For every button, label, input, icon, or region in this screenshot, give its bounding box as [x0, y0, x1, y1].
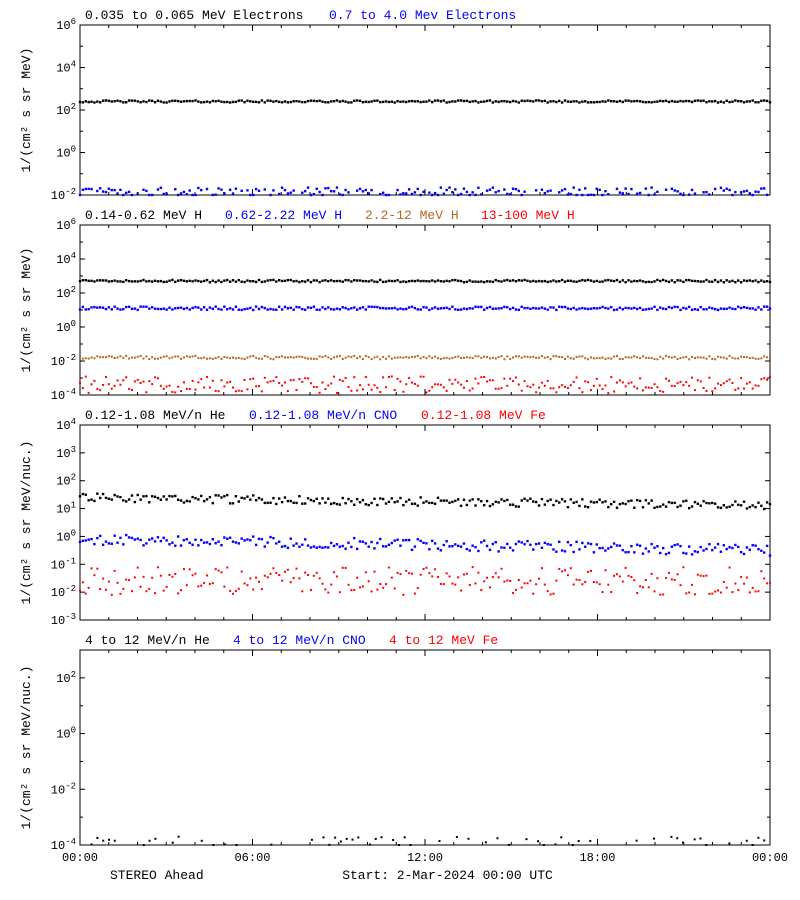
legend-label: 0.035 to 0.065 MeV Electrons	[85, 8, 303, 23]
svg-text:104: 104	[56, 417, 76, 433]
x-tick-label: 00:00	[62, 851, 98, 865]
legend-label: 0.7 to 4.0 Mev Electrons	[329, 8, 516, 23]
x-tick-label: 12:00	[407, 851, 443, 865]
panel-frame	[80, 425, 770, 620]
panel-ions-high: 10-410-210010200:0006:0012:0018:0000:001…	[19, 633, 788, 865]
svg-text:10-1: 10-1	[51, 556, 76, 572]
series-electrons-low	[79, 99, 771, 103]
svg-text:10-2: 10-2	[51, 584, 76, 600]
x-tick-label: 18:00	[579, 851, 615, 865]
svg-text:10-3: 10-3	[51, 612, 76, 628]
legend-label: 0.12-1.08 MeV/n CNO	[249, 408, 397, 423]
legend-label: 4 to 12 MeV/n CNO	[233, 633, 366, 648]
svg-text:101: 101	[56, 501, 76, 517]
x-tick-label: 00:00	[752, 851, 788, 865]
svg-text:100: 100	[56, 528, 76, 544]
legend-label: 2.2-12 MeV H	[365, 208, 459, 223]
series-h-062-222	[79, 305, 771, 311]
svg-text:102: 102	[56, 670, 76, 686]
figure-stage: 10-2 100 102 104 106 1/(cm² s sr MeV) 0.035 to…	[0, 0, 800, 900]
svg-text:104: 104	[56, 60, 76, 76]
svg-text:102: 102	[56, 473, 76, 489]
legend-label: 13-100 MeV H	[481, 208, 575, 223]
svg-text:100: 100	[56, 145, 76, 161]
svg-text:1/(cm² s sr MeV): 1/(cm² s sr MeV)	[19, 48, 34, 173]
series-cno-low	[79, 534, 771, 557]
svg-text:1/(cm² s sr MeV): 1/(cm² s sr MeV)	[19, 248, 34, 373]
panel-protons: 10-4 10-2 100 102 104 106 1/(cm² s sr MeV) 0.14…	[19, 208, 771, 403]
svg-text:1/(cm² s sr MeV/nuc.): 1/(cm² s sr MeV/nuc.)	[19, 441, 34, 605]
figure-svg: 10-2 100 102 104 106 1/(cm² s sr MeV) 0.035 to…	[0, 0, 800, 900]
panel-electrons: 10-2 100 102 104 106 1/(cm² s sr MeV) 0.035 to…	[19, 8, 771, 203]
panel-frame	[80, 650, 770, 845]
svg-text:10-2: 10-2	[51, 187, 76, 203]
svg-text:10-2: 10-2	[51, 781, 76, 797]
legend-label: 0.62-2.22 MeV H	[225, 208, 342, 223]
series-fe-low	[79, 566, 771, 596]
legend-label: 0.14-0.62 MeV H	[85, 208, 202, 223]
series-he-high	[91, 836, 766, 846]
svg-text:106: 106	[56, 17, 76, 33]
svg-text:10-2: 10-2	[51, 353, 76, 369]
legend-label: 0.12-1.08 MeV Fe	[421, 408, 546, 423]
footer-left: STEREO Ahead	[110, 868, 204, 883]
svg-text:1/(cm² s sr MeV/nuc.): 1/(cm² s sr MeV/nuc.)	[19, 666, 34, 830]
svg-text:102: 102	[56, 102, 76, 118]
svg-text:100: 100	[56, 726, 76, 742]
svg-text:10-4: 10-4	[51, 387, 76, 403]
panel-frame	[80, 25, 770, 195]
legend-label: 0.12-1.08 MeV/n He	[85, 408, 225, 423]
svg-text:106: 106	[56, 217, 76, 233]
legend-label: 4 to 12 MeV Fe	[389, 633, 498, 648]
series-h-22-12	[79, 355, 771, 360]
svg-text:100: 100	[56, 319, 76, 335]
series-he-low	[79, 492, 771, 510]
series-h-014-062	[79, 279, 771, 284]
svg-text:102: 102	[56, 285, 76, 301]
legend-label: 4 to 12 MeV/n He	[85, 633, 210, 648]
panel-ions-low: 10-3 10-2 10-1 100 101 102 103 104 1/(cm² s sr M…	[19, 408, 771, 628]
svg-text:104: 104	[56, 251, 76, 267]
x-tick-label: 06:00	[234, 851, 270, 865]
svg-text:103: 103	[56, 445, 76, 461]
footer-center: Start: 2-Mar-2024 00:00 UTC	[342, 868, 553, 883]
